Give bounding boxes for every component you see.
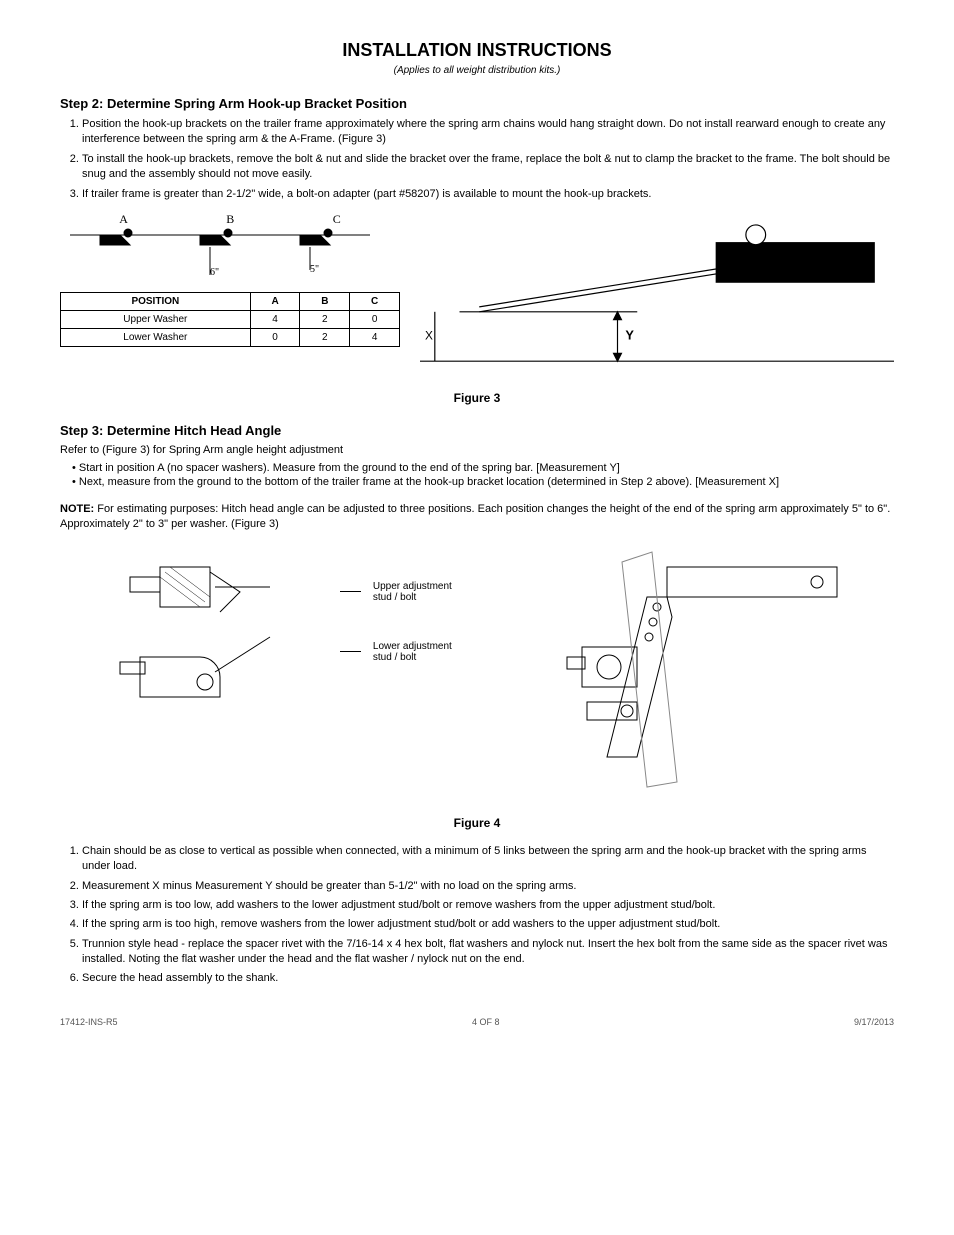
step3-list: Chain should be as close to vertical as … [82, 844, 894, 987]
step3-bullet-a: • Start in position A (no spacer washers… [72, 462, 894, 474]
step3-note: NOTE: For estimating purposes: Hitch hea… [60, 502, 894, 533]
step3-item: If the spring arm is too low, add washer… [82, 898, 894, 913]
figure3-side-diagram: X Y [420, 212, 894, 382]
label-c: C [333, 212, 341, 227]
th-a: A [250, 292, 300, 310]
td: Upper Washer [61, 310, 251, 328]
callout-lower: Lower adjustment stud / bolt [340, 641, 460, 663]
td: 2 [300, 328, 350, 346]
label-b: B [226, 212, 234, 227]
label-six: 6" [210, 267, 219, 278]
td: 0 [250, 328, 300, 346]
figure3-caption: Figure 3 [60, 391, 894, 405]
subtitle: (Applies to all weight distribution kits… [60, 65, 894, 76]
td: 0 [350, 310, 400, 328]
callout-upper: Upper adjustment stud / bolt [340, 581, 460, 603]
figure4-caption: Figure 4 [60, 816, 894, 830]
footer-right: 9/17/2013 [854, 1017, 894, 1027]
label-five: 5" [310, 264, 319, 275]
step3-intro: Refer to (Figure 3) for Spring Arm angle… [60, 444, 894, 456]
step3-header: Step 3: Determine Hitch Head Angle [60, 423, 894, 438]
td: 2 [300, 310, 350, 328]
page-title: INSTALLATION INSTRUCTIONS [60, 40, 894, 61]
figure4-right-svg [480, 547, 894, 807]
step2-header: Step 2: Determine Spring Arm Hook-up Bra… [60, 96, 894, 111]
td: 4 [350, 328, 400, 346]
step3-item: Trunnion style head - replace the spacer… [82, 937, 894, 968]
figure3-row: A B C 6" 5" POSITION A B [60, 212, 894, 385]
footer: 17412-INS-R5 4 OF 8 9/17/2013 [60, 1017, 894, 1027]
td: 4 [250, 310, 300, 328]
step2-list: Position the hook-up brackets on the tra… [82, 117, 894, 202]
step2-item: Position the hook-up brackets on the tra… [82, 117, 894, 148]
figure3-table: POSITION A B C Upper Washer 4 2 0 Lower … [60, 292, 400, 347]
footer-left: 17412-INS-R5 [60, 1017, 118, 1027]
th-c: C [350, 292, 400, 310]
note-label: NOTE: [60, 503, 94, 515]
label-x: X [425, 328, 433, 342]
figure3-abc-diagram: A B C 6" 5" [60, 212, 400, 292]
abc-svg: 6" 5" [60, 227, 380, 287]
step2-item: To install the hook-up brackets, remove … [82, 152, 894, 183]
step2-item: If trailer frame is greater than 2-1/2" … [82, 187, 894, 202]
figure4-row: Upper adjustment stud / bolt Lower adjus… [60, 547, 894, 810]
step3-item: Chain should be as close to vertical as … [82, 844, 894, 875]
label-a: A [119, 212, 128, 227]
step3-item: Secure the head assembly to the shank. [82, 971, 894, 986]
step3-item: Measurement X minus Measurement Y should… [82, 879, 894, 894]
figure4-left-svg [60, 547, 320, 727]
th-b: B [300, 292, 350, 310]
label-y: Y [625, 327, 634, 342]
step3-bullet-b: • Next, measure from the ground to the b… [72, 476, 894, 488]
note-body: For estimating purposes: Hitch head angl… [60, 503, 890, 530]
footer-center: 4 OF 8 [472, 1017, 500, 1027]
td: Lower Washer [61, 328, 251, 346]
th-position: POSITION [61, 292, 251, 310]
step3-item: If the spring arm is too high, remove wa… [82, 917, 894, 932]
